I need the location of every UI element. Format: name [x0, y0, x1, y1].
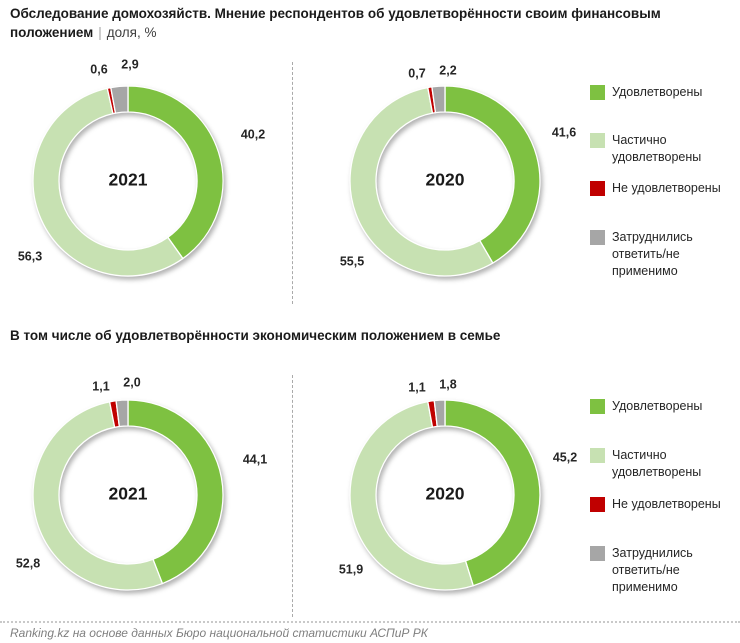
legend-item-undecided: Затруднились ответить/не применимо	[590, 545, 724, 596]
legend-swatch-not-satisfied	[590, 497, 605, 512]
legend-item-satisfied: Удовлетворены	[590, 398, 724, 415]
vertical-divider-top	[292, 62, 293, 304]
page-title-main: Обследование домохозяйств. Мнение респон…	[10, 6, 661, 40]
slice-value-label-not_satisfied: 1,1	[92, 379, 109, 393]
legend-swatch-undecided	[590, 230, 605, 245]
donut-ring	[349, 85, 541, 277]
slice-value-label-satisfied: 41,6	[552, 125, 576, 139]
title-separator: |	[98, 25, 102, 40]
slice-value-label-undecided: 1,8	[439, 377, 456, 391]
legend-item-not-satisfied: Не удовлетворены	[590, 180, 724, 197]
legend-label-undecided: Затруднились ответить/не применимо	[612, 546, 693, 594]
donut-center-year: 2020	[426, 484, 465, 504]
donut-chart-financial-2021: 40,2 56,3 0,6 2,9 2021	[0, 55, 280, 305]
legend-item-satisfied: Удовлетворены	[590, 84, 724, 101]
donut-slice-satisfied	[444, 399, 541, 587]
donut-svg-financial-2020: 41,6 55,5 0,7 2,2 2020	[340, 63, 576, 277]
slice-value-label-partially: 55,5	[340, 254, 364, 268]
footer-divider	[0, 621, 740, 623]
page-title: Обследование домохозяйств. Мнение респон…	[10, 4, 730, 42]
source-credit: Ranking.kz на основе данных Бюро национа…	[10, 626, 428, 640]
legend-label-partially: Частично удовлетворены	[612, 448, 702, 479]
donut-chart-financial-2020: 41,6 55,5 0,7 2,2 2020	[317, 55, 597, 305]
title-unit: доля, %	[106, 25, 157, 40]
vertical-divider-bottom	[292, 375, 293, 617]
legend-item-partially: Частично удовлетворены	[590, 132, 724, 166]
donut-slice-undecided	[110, 85, 129, 114]
legend-item-undecided: Затруднились ответить/не применимо	[590, 229, 724, 280]
slice-value-label-undecided: 2,2	[439, 63, 456, 77]
donut-ring	[349, 399, 541, 591]
legend-label-undecided: Затруднились ответить/не применимо	[612, 230, 693, 278]
donut-slice-satisfied	[127, 399, 224, 585]
legend-swatch-satisfied	[590, 399, 605, 414]
donut-svg-family-2021: 44,1 52,8 1,1 2,0 2021	[16, 375, 267, 591]
slice-value-label-satisfied: 44,1	[243, 452, 267, 466]
legend-label-satisfied: Удовлетворены	[612, 85, 703, 99]
donut-svg-financial-2021: 40,2 56,3 0,6 2,9 2021	[18, 57, 265, 277]
donut-center-year: 2021	[109, 170, 148, 190]
donut-slice-partially	[349, 400, 474, 591]
slice-value-label-partially: 51,9	[339, 562, 363, 576]
legend-swatch-not-satisfied	[590, 181, 605, 196]
donut-slice-undecided	[431, 85, 446, 114]
slice-value-label-satisfied: 45,2	[553, 450, 577, 464]
donut-center-year: 2020	[426, 170, 465, 190]
legend-item-partially: Частично удовлетворены	[590, 447, 724, 481]
legend-label-not-satisfied: Не удовлетворены	[612, 181, 721, 195]
donut-slice-partially	[32, 401, 164, 591]
legend-item-not-satisfied: Не удовлетворены	[590, 496, 724, 513]
slice-value-label-undecided: 2,9	[121, 57, 138, 71]
legend-family: Удовлетворены Частично удовлетворены Не …	[590, 398, 735, 628]
legend-label-satisfied: Удовлетворены	[612, 399, 703, 413]
legend-label-not-satisfied: Не удовлетворены	[612, 497, 721, 511]
legend-financial: Удовлетворены Частично удовлетворены Не …	[590, 84, 735, 314]
slice-value-label-satisfied: 40,2	[241, 127, 265, 141]
donut-slice-partially	[349, 86, 494, 277]
legend-swatch-partially	[590, 448, 605, 463]
donut-ring	[32, 85, 224, 277]
donut-chart-family-2020: 45,2 51,9 1,1 1,8 2020	[317, 369, 597, 619]
legend-label-partially: Частично удовлетворены	[612, 133, 702, 164]
donut-slice-undecided	[115, 399, 129, 428]
slice-value-label-partially: 56,3	[18, 249, 42, 263]
slice-value-label-partially: 52,8	[16, 556, 40, 570]
slice-value-label-not_satisfied: 1,1	[408, 380, 425, 394]
slice-value-label-undecided: 2,0	[123, 375, 140, 389]
slice-value-label-not_satisfied: 0,7	[408, 66, 425, 80]
slice-value-label-not_satisfied: 0,6	[90, 62, 107, 76]
legend-swatch-satisfied	[590, 85, 605, 100]
donut-chart-family-2021: 44,1 52,8 1,1 2,0 2021	[0, 369, 280, 619]
donut-slice-undecided	[433, 399, 446, 428]
donut-slice-partially	[32, 87, 184, 277]
donut-ring	[32, 399, 224, 591]
donut-center-year: 2021	[109, 484, 148, 504]
legend-swatch-undecided	[590, 546, 605, 561]
section-title: В том числе об удовлетворённости экономи…	[10, 328, 501, 343]
legend-swatch-partially	[590, 133, 605, 148]
donut-svg-family-2020: 45,2 51,9 1,1 1,8 2020	[339, 377, 577, 591]
